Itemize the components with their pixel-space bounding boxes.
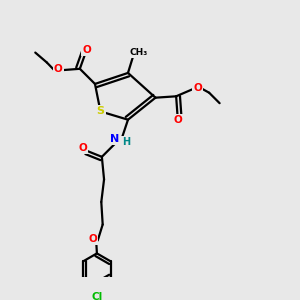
- Text: O: O: [88, 234, 97, 244]
- Text: H: H: [122, 137, 130, 147]
- Text: CH₃: CH₃: [130, 48, 148, 57]
- Text: O: O: [78, 143, 87, 153]
- Text: Cl: Cl: [91, 292, 103, 300]
- Text: N: N: [110, 134, 120, 144]
- Text: O: O: [82, 44, 91, 55]
- Text: O: O: [194, 83, 202, 93]
- Text: O: O: [54, 64, 62, 74]
- Text: O: O: [173, 115, 182, 125]
- Text: S: S: [97, 106, 104, 116]
